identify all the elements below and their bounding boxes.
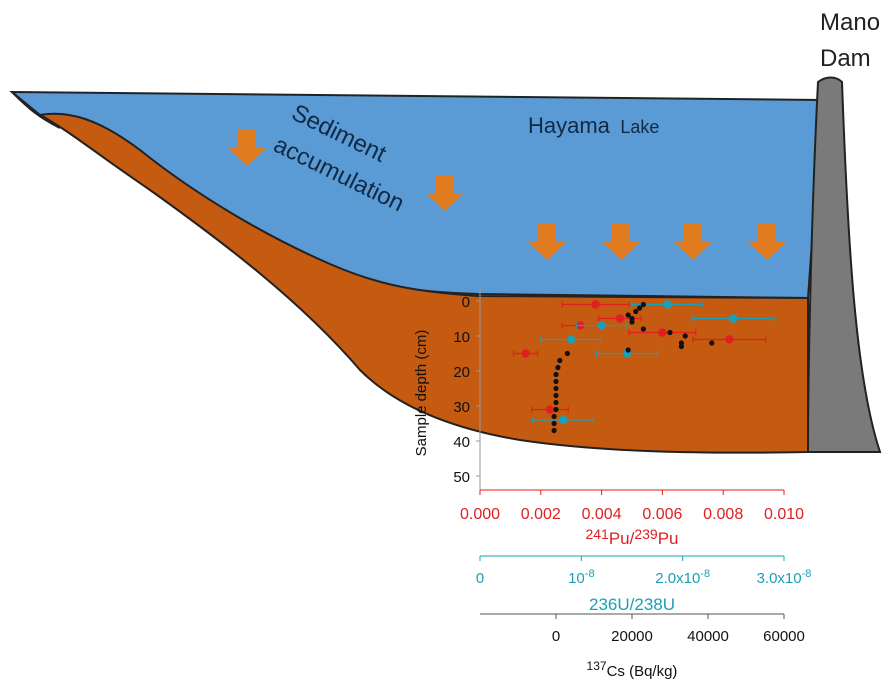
data-point (640, 326, 647, 332)
u-tick-base: 3.0x10 (757, 570, 802, 587)
arrow-down-icon (602, 224, 640, 260)
data-point (591, 300, 600, 309)
data-point (629, 319, 635, 325)
data-point (658, 328, 667, 337)
dam-label-line2: Dam (820, 45, 871, 72)
u-label-mid1: U/ (617, 595, 634, 614)
pu-tick-label: 0.006 (642, 506, 682, 523)
data-point (551, 427, 557, 434)
dam (806, 76, 882, 453)
u-tick-label: 0 (476, 570, 484, 587)
data-point (709, 340, 715, 346)
data-point (553, 399, 559, 406)
data-point (564, 350, 571, 357)
data-point (553, 371, 559, 378)
y-tick-label: 50 (453, 469, 470, 486)
data-point (633, 308, 639, 315)
u-label-main1: 236 (589, 595, 617, 614)
data-point (640, 301, 647, 308)
lake-water (9, 90, 824, 300)
data-point (625, 347, 631, 353)
pu-label-mid2: Pu (658, 529, 679, 548)
depth-profile-chart: Sample depth (cm) 0 10 20 30 40 50 0.000 0.002… (413, 287, 811, 680)
pu-axis-label: 241Pu/239Pu (585, 526, 678, 548)
lake-label: Hayama Lake (528, 113, 659, 138)
data-point (551, 420, 557, 427)
u-label-main2: 238 (634, 595, 662, 614)
data-point (555, 364, 561, 371)
data-point (567, 335, 576, 344)
data-point (553, 385, 559, 392)
arrow-down-icon (528, 224, 566, 260)
data-point (725, 335, 734, 344)
y-tick-label: 0 (462, 294, 470, 311)
data-point (553, 378, 559, 385)
y-tick-label: 10 (453, 329, 470, 346)
u-tick-exponent: -8 (585, 568, 595, 580)
y-tick-label: 40 (453, 434, 470, 451)
pu-label-mid1: Pu/ (609, 529, 635, 548)
lake-label-suffix: Lake (620, 117, 659, 137)
data-point (553, 406, 559, 413)
pu-tick-label: 0.000 (460, 506, 500, 523)
data-point (557, 357, 563, 364)
arrow-down-icon (426, 175, 464, 211)
u-label-mid2: U (663, 595, 675, 614)
cs-tick-label: 0 (552, 628, 560, 645)
dam-label-line1: Mano (820, 9, 880, 36)
data-point (553, 392, 559, 399)
data-point (663, 300, 672, 309)
pu-label-sup2: 239 (634, 526, 658, 542)
cs-tick-label: 40000 (687, 628, 729, 645)
u-tick-base: 0 (476, 570, 484, 587)
sediment-layer (36, 112, 809, 454)
u-tick-label: 2.0x10-8 (655, 568, 710, 587)
data-point (615, 314, 625, 323)
pu-tick-label: 0.002 (521, 506, 561, 523)
data-point (729, 314, 738, 323)
pu-tick-label: 0.008 (703, 506, 743, 523)
pu-tick-label: 0.010 (764, 506, 804, 523)
arrow-down-icon (748, 224, 786, 260)
y-tick-label: 20 (453, 364, 470, 381)
pu-label-sup1: 241 (585, 526, 609, 542)
data-point (625, 312, 631, 318)
arrow-down-icon (674, 224, 712, 260)
u-tick-label: 3.0x10-8 (757, 568, 812, 587)
u-tick-label: 10-8 (568, 568, 594, 587)
lake-label-main: Hayama (528, 113, 611, 138)
y-tick-label: 30 (453, 399, 470, 416)
data-point (667, 329, 673, 336)
data-point (597, 321, 606, 330)
u-tick-exponent: -8 (802, 568, 812, 580)
u-axis-label: 236U/238U (589, 595, 675, 614)
u-tick-base: 10 (568, 570, 585, 587)
pu-tick-label: 0.004 (582, 506, 622, 523)
arrow-down-icon (228, 130, 266, 166)
cs-tick-label: 20000 (611, 628, 653, 645)
data-point (678, 343, 685, 350)
data-point (682, 333, 688, 339)
u-tick-base: 2.0x10 (655, 570, 700, 587)
y-axis-label: Sample depth (cm) (413, 330, 430, 457)
u-tick-exponent: -8 (700, 568, 710, 580)
data-point (521, 349, 530, 358)
sedimentation-arrows (228, 130, 786, 260)
cs-tick-label: 60000 (763, 628, 805, 645)
data-point (551, 413, 557, 420)
data-point (558, 415, 568, 425)
data-point (545, 405, 555, 414)
cs-label-main: Cs (Bq/kg) (607, 663, 678, 680)
data-point (637, 305, 643, 311)
cs-axis-label: 137Cs (Bq/kg) (587, 659, 678, 680)
lake-bank (11, 91, 61, 129)
cs-label-sup: 137 (587, 659, 607, 673)
